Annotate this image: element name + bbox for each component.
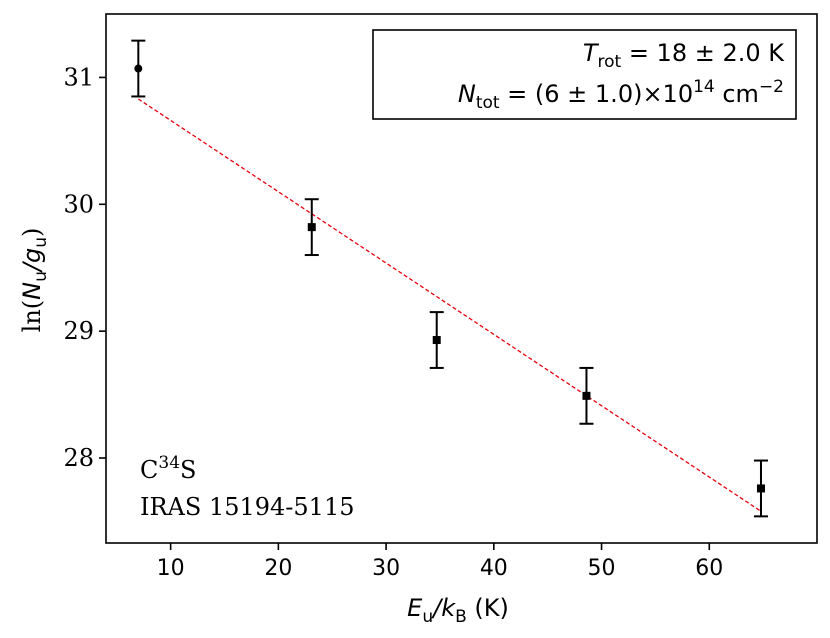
x-tick-label: 50 [588,556,616,581]
annotation-molecule: C34S [140,453,196,484]
legend-frame [372,29,797,120]
annotation: C34S IRAS 15194-5115 [140,453,355,521]
data-point [429,311,444,369]
point-marker [134,64,143,73]
point-marker [307,223,316,232]
y-tick-label: 30 [63,190,94,218]
x-tick-label: 30 [372,556,400,581]
data-point [304,198,319,257]
point-marker [582,391,591,400]
data-point [131,39,146,98]
x-tick-label: 40 [480,556,508,581]
point-marker [756,484,765,493]
x-tick-label: 20 [264,556,292,581]
fit-line-layer [137,98,762,512]
x-axis-ticks: 10 20 30 40 50 60 [157,543,723,581]
annotation-source: IRAS 15194-5115 [140,493,355,521]
data-point [579,366,594,425]
y-tick-label: 31 [63,63,94,91]
legend-box: Trot = 18 ± 2.0 K Ntot = (6 ± 1.0)×1014 … [372,29,797,120]
x-axis-label: Eu/kB (K) [407,594,509,627]
y-axis-ticks: 28 29 30 31 [63,63,106,472]
y-tick-label: 28 [63,444,94,472]
fit-line [137,98,762,512]
legend-line-trot: Trot = 18 ± 2.0 K [583,39,785,72]
legend-line-ntot: Ntot = (6 ± 1.0)×1014 cm−2 [458,77,784,113]
data-points-layer [131,39,768,518]
data-point [753,459,768,518]
x-tick-label: 60 [695,556,723,581]
y-axis-label: ln(Nu/gu) [18,228,51,333]
y-tick-label: 29 [63,317,94,345]
x-tick-label: 10 [157,556,185,581]
point-marker [432,336,441,345]
plot-frame [105,13,818,544]
